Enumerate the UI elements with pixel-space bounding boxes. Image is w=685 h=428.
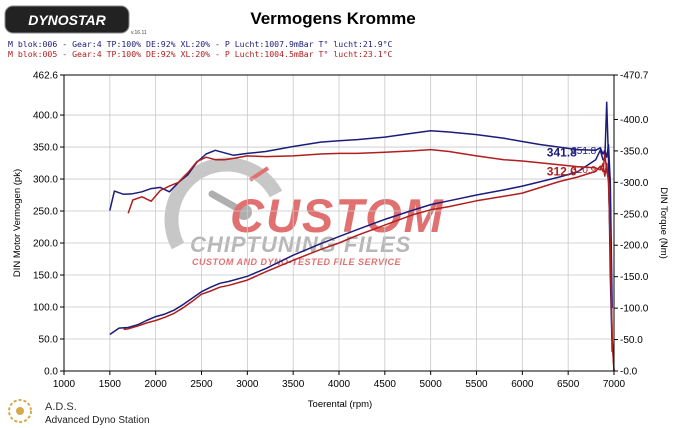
y-axis-right-label: DIN Torque (Nm): [658, 187, 669, 259]
y-right-tick-label: -150.0: [620, 272, 649, 283]
y-left-tick-label: 400.0: [33, 111, 58, 122]
y-right-tick-label: -470.7: [620, 71, 649, 82]
power-peak-label: 312.0: [547, 164, 577, 178]
y-right-tick-label: -300.0: [620, 178, 649, 189]
logo-version: v.16.11: [131, 30, 147, 36]
y-right-tick-label: -250.0: [620, 209, 649, 220]
x-tick-label: 2000: [145, 379, 168, 390]
x-tick-label: 6500: [557, 379, 580, 390]
watermark-line1: CUSTOM: [230, 189, 445, 242]
y-right-tick-label: -0.0: [620, 367, 638, 378]
x-tick-label: 7000: [603, 379, 626, 390]
x-tick-label: 2500: [190, 379, 213, 390]
ads-logo-icon: [8, 399, 32, 423]
y-left-tick-label: 200.0: [33, 239, 58, 250]
x-tick-label: 5000: [420, 379, 443, 390]
y-axis-left-label: DIN Motor Vermogen (pk): [12, 169, 23, 277]
torque-peak-label: 320.9: [571, 165, 596, 176]
y-right-tick-label: -350.0: [620, 146, 649, 157]
watermark-line3: CUSTOM AND DYNO-TESTED FILE SERVICE: [192, 257, 402, 267]
x-tick-label: 4500: [374, 379, 397, 390]
y-right-tick-label: -100.0: [620, 304, 649, 315]
tick-labels: 1000 1500 2000 2500 3000 3500 4000 4500 5000 5500…: [33, 71, 649, 391]
footer-brand: A.D.S.: [45, 401, 77, 413]
y-left-tick-label: 462.6: [33, 71, 58, 82]
x-tick-label: 5500: [465, 379, 488, 390]
y-left-tick-label: 350.0: [33, 143, 58, 154]
legend-entry-red: M blok:005 - Gear:4 TP:100% DE:92% XL:20…: [8, 49, 393, 59]
footer-subtitle: Advanced Dyno Station: [45, 415, 150, 426]
power-peak-label: 341.8: [547, 145, 577, 159]
y-left-tick-label: 250.0: [33, 207, 58, 218]
x-axis-label: Toerental (rpm): [308, 399, 372, 410]
x-tick-label: 3000: [236, 379, 259, 390]
power-curve-red: [123, 152, 615, 372]
watermark-gauge-icon: [164, 157, 283, 250]
dynostar-logo: DYNOSTAR v.16.11: [4, 5, 147, 36]
y-right-tick-label: -50.0: [620, 335, 643, 346]
legend-entry-blue: M blok:006 - Gear:4 TP:100% DE:92% XL:20…: [8, 39, 393, 49]
y-right-tick-label: -200.0: [620, 241, 649, 252]
y-left-tick-label: 300.0: [33, 175, 58, 186]
chart-title: Vermogens Kromme: [250, 9, 415, 28]
x-tick-label: 1500: [99, 379, 122, 390]
logo-text: DYNOSTAR: [28, 12, 106, 28]
torque-curve-red: [127, 148, 615, 372]
y-left-tick-label: 150.0: [33, 271, 58, 282]
y-right-tick-label: -400.0: [620, 115, 649, 126]
y-left-tick-label: 0.0: [44, 367, 58, 378]
annotations: 341.8 312.0 351.8 320.9: [547, 145, 597, 178]
torque-peak-label: 351.8: [571, 146, 596, 157]
ads-brand: A.D.S. Advanced Dyno Station: [8, 399, 150, 426]
series-layer: [109, 101, 615, 372]
power-curve-blue: [109, 101, 613, 352]
x-tick-label: 6000: [511, 379, 534, 390]
y-left-tick-label: 100.0: [33, 303, 58, 314]
x-tick-label: 4000: [328, 379, 351, 390]
watermark: CUSTOM CHIPTUNING FILES CUSTOM AND DYNO-…: [164, 157, 445, 267]
x-tick-label: 3500: [282, 379, 305, 390]
y-left-tick-label: 50.0: [39, 335, 59, 346]
x-tick-label: 1000: [53, 379, 76, 390]
watermark-line2: CHIPTUNING FILES: [190, 232, 411, 257]
